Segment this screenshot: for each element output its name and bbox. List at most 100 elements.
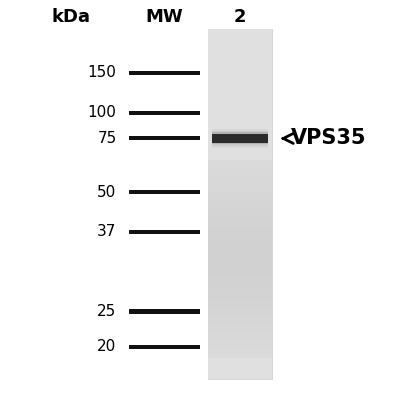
Bar [208, 37, 272, 38]
Bar [208, 267, 272, 268]
Bar [208, 325, 272, 326]
Bar [208, 217, 272, 218]
Bar [208, 329, 272, 330]
Bar [208, 338, 272, 339]
Bar [208, 134, 272, 135]
Bar [208, 77, 272, 78]
Bar [208, 295, 272, 296]
Bar [208, 196, 272, 197]
Bar [208, 136, 272, 138]
Bar [208, 300, 272, 301]
FancyBboxPatch shape [128, 190, 200, 194]
Bar [208, 242, 272, 244]
Bar [208, 281, 272, 282]
Bar [208, 208, 272, 209]
Bar [208, 184, 272, 185]
Bar [208, 162, 272, 163]
Bar [208, 224, 272, 225]
Bar [208, 106, 272, 107]
Bar [208, 266, 272, 267]
Bar [208, 149, 272, 150]
Bar [208, 90, 272, 91]
Text: kDa: kDa [52, 8, 90, 26]
Bar [208, 108, 272, 110]
Bar [208, 84, 272, 85]
Bar [208, 312, 272, 314]
Bar [208, 203, 272, 204]
Bar [208, 220, 272, 222]
Bar [208, 320, 272, 322]
Bar [208, 311, 272, 312]
Bar [208, 291, 272, 292]
Bar [208, 263, 272, 264]
Bar [208, 225, 272, 226]
Bar [208, 172, 272, 174]
Bar [208, 360, 272, 361]
Bar [208, 245, 272, 246]
Bar [208, 303, 272, 304]
Bar [208, 336, 272, 337]
Bar [208, 210, 272, 211]
Bar [208, 255, 272, 256]
Bar [208, 147, 272, 148]
Bar [208, 156, 272, 157]
Text: VPS35: VPS35 [291, 128, 367, 148]
Bar [208, 282, 272, 283]
Bar [208, 347, 272, 348]
Bar [208, 75, 272, 76]
Bar [208, 316, 272, 317]
Bar [208, 100, 272, 102]
Bar [208, 308, 272, 309]
Bar [208, 161, 272, 162]
Bar [208, 64, 272, 65]
Bar [208, 169, 272, 170]
FancyBboxPatch shape [128, 309, 200, 314]
Bar [208, 297, 272, 298]
Bar [208, 85, 272, 86]
Bar [208, 337, 272, 338]
Bar [208, 283, 272, 284]
Bar [208, 323, 272, 324]
Bar [208, 202, 272, 203]
Bar [208, 292, 272, 294]
Bar [208, 376, 272, 378]
Bar [208, 68, 272, 69]
Bar [208, 186, 272, 188]
Bar [208, 280, 272, 281]
Bar [208, 346, 272, 347]
Bar [208, 373, 272, 374]
Text: 25: 25 [97, 304, 116, 319]
Bar [208, 248, 272, 250]
Bar [208, 71, 272, 72]
Bar [208, 326, 272, 328]
Bar [208, 214, 272, 216]
Bar [208, 352, 272, 353]
Bar [208, 182, 272, 183]
Bar [208, 340, 272, 342]
Bar [208, 52, 272, 54]
Bar [208, 29, 272, 30]
Bar [208, 348, 272, 350]
Bar [208, 331, 272, 332]
Bar [208, 92, 272, 93]
Bar [208, 135, 272, 136]
Bar [208, 358, 272, 359]
Bar [208, 206, 272, 208]
Bar [208, 99, 272, 100]
Bar [208, 105, 272, 106]
Bar [208, 272, 272, 273]
Bar [208, 74, 272, 75]
Bar [208, 120, 272, 121]
Bar [208, 364, 272, 365]
Bar [208, 42, 272, 43]
Bar [208, 353, 272, 354]
Bar [208, 88, 272, 89]
Bar [208, 302, 272, 303]
Bar [208, 78, 272, 79]
Bar [208, 330, 272, 331]
Bar [208, 290, 272, 291]
Bar [208, 269, 272, 270]
FancyBboxPatch shape [212, 132, 268, 144]
Bar [208, 246, 272, 247]
Bar [208, 63, 272, 64]
